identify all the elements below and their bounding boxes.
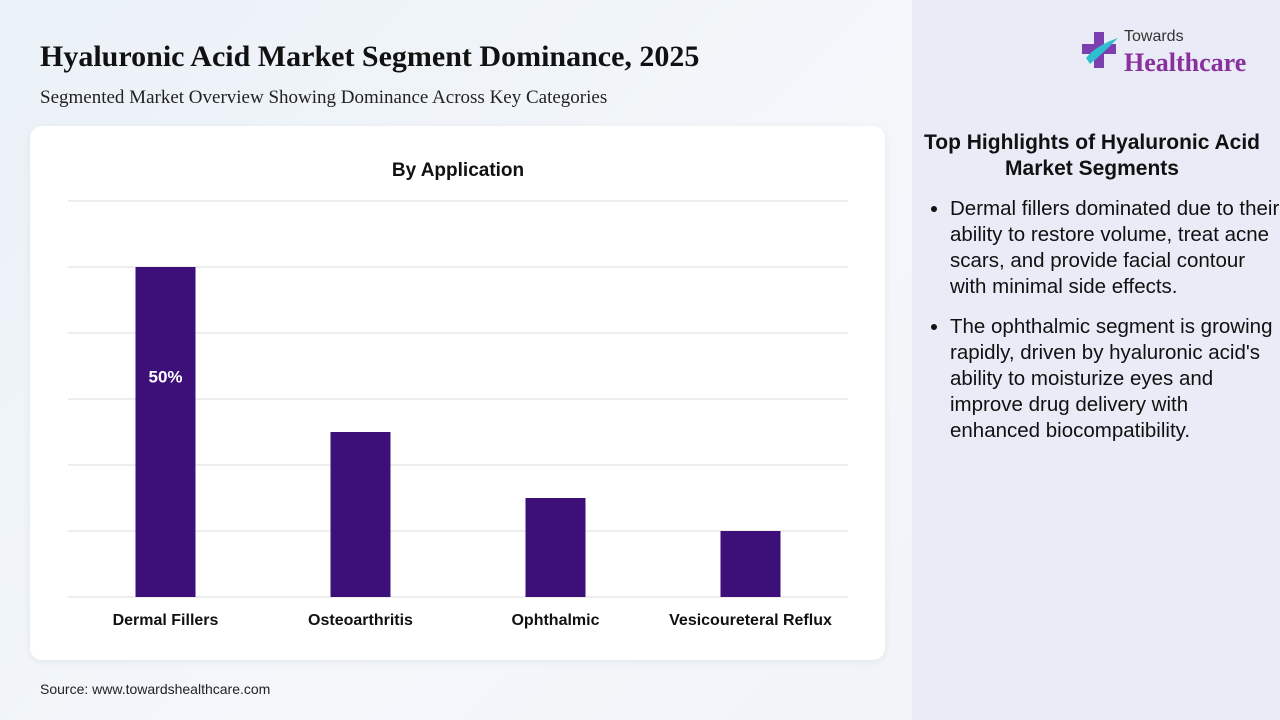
x-tick-label: Vesicoureteral Reflux: [669, 612, 832, 629]
logo-icon: [1082, 32, 1118, 68]
highlights-list: Dermal fillers dominated due to their ab…: [924, 196, 1280, 458]
bar: [330, 432, 391, 597]
highlight-item: The ophthalmic segment is growing rapidl…: [950, 314, 1280, 444]
logo-text: Healthcare: [1124, 48, 1247, 77]
x-tick-label: Osteoarthritis: [308, 612, 413, 629]
bar: [525, 498, 586, 597]
logo-text: Towards: [1124, 28, 1184, 45]
bar: [135, 267, 196, 597]
logo: Towards Healthcare: [1080, 28, 1246, 77]
chart-title: By Application: [392, 160, 524, 181]
source: Source: www.towardshealthcare.com: [40, 681, 271, 697]
highlights-title: Top Highlights of Hyaluronic Acid Market…: [924, 131, 1260, 180]
bar: [720, 531, 781, 597]
x-tick-label: Ophthalmic: [511, 612, 599, 629]
page-title: Hyaluronic Acid Market Segment Dominance…: [40, 40, 700, 73]
chart: By Application Dermal Fillers 50% Osteoart…: [68, 160, 848, 629]
x-tick-label: Dermal Fillers: [113, 612, 219, 629]
page-subtitle: Segmented Market Overview Showing Domina…: [40, 87, 608, 108]
chart-card: By Application Dermal Fillers 50% Osteoart…: [30, 126, 885, 660]
highlight-item: Dermal fillers dominated due to their ab…: [950, 196, 1280, 300]
value-label: 50%: [148, 367, 182, 386]
highlights-panel: Top Highlights of Hyaluronic Acid Market…: [912, 0, 1280, 720]
